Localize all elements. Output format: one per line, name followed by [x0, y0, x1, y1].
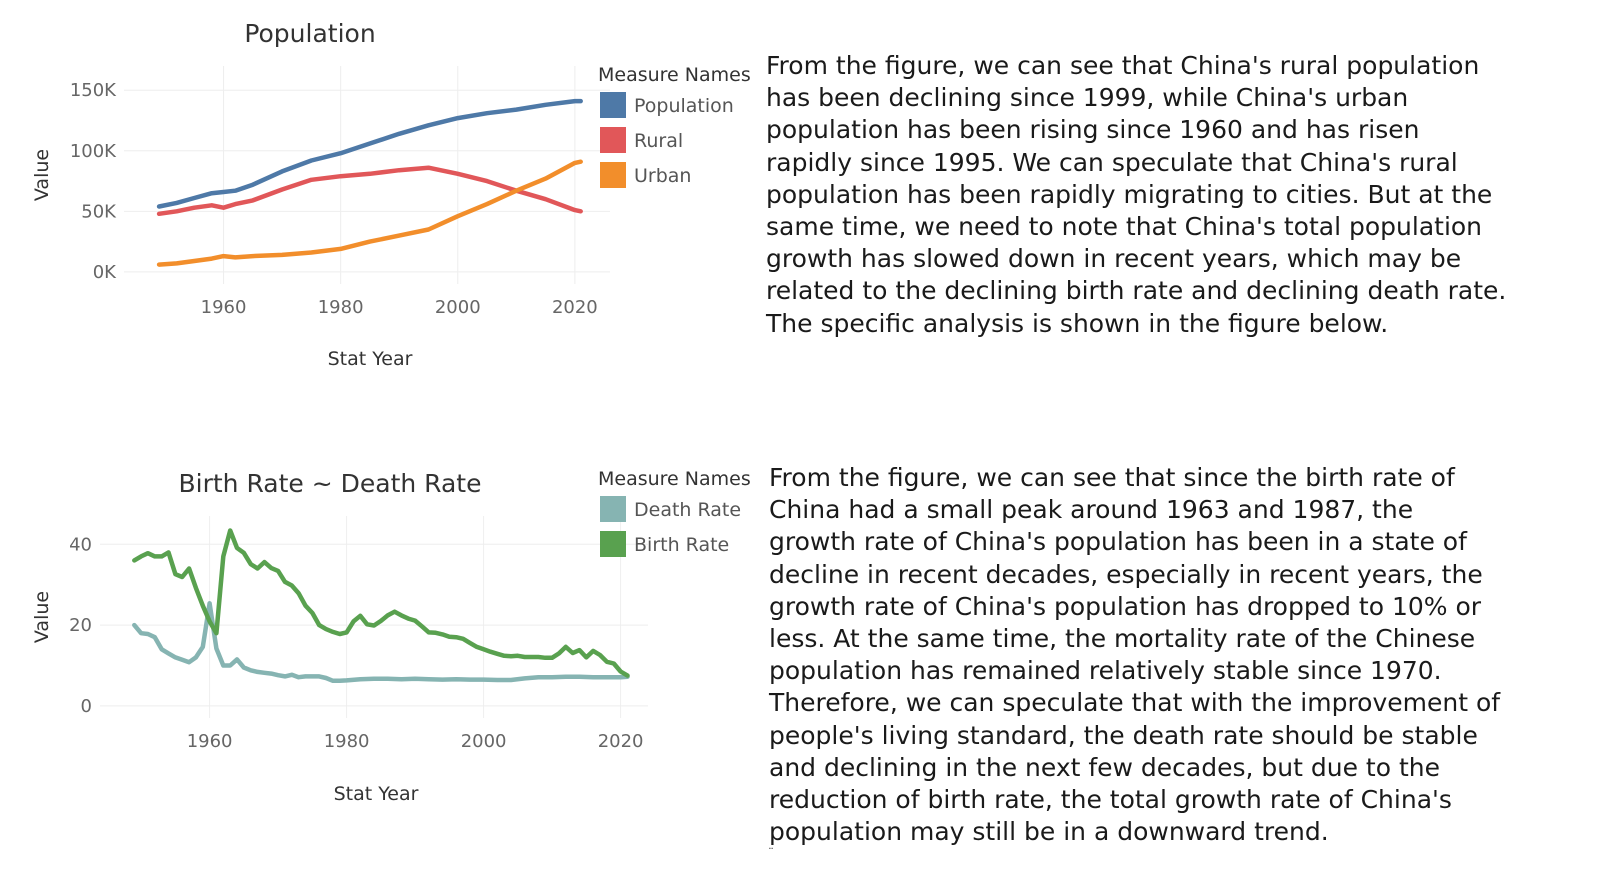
population-analysis-text: From the figure, we can see that China's… — [766, 51, 1507, 338]
y-tick-label: 100K — [70, 141, 117, 162]
legend-items: Death Rate Birth Rate — [600, 496, 741, 557]
legend: Measure Names Population Rural Urban — [598, 64, 751, 188]
x-tick-label: 1960 — [201, 297, 247, 318]
x-tick-label: 1980 — [324, 731, 370, 752]
gridlines — [100, 516, 648, 718]
y-tick-label: 20 — [69, 615, 92, 636]
series-lines — [132, 528, 630, 684]
legend-label: Urban — [634, 165, 691, 187]
x-tick-label: 1960 — [187, 731, 233, 752]
x-tick-label: 2000 — [435, 297, 481, 318]
y-tick-label: 150K — [70, 80, 117, 101]
legend-label: Rural — [634, 130, 683, 152]
x-tick-label: 2020 — [598, 731, 644, 752]
legend-swatch — [600, 162, 626, 188]
x-axis-label: Stat Year — [328, 348, 413, 370]
x-axis-ticks: 1960 1980 2000 2020 — [187, 731, 644, 752]
legend-swatch — [600, 127, 626, 153]
chart-title: Birth Rate ~ Death Rate — [178, 469, 481, 498]
y-tick-label: 50K — [81, 201, 117, 222]
legend: Measure Names Death Rate Birth Rate — [598, 468, 751, 557]
y-axis-label: Value — [31, 591, 53, 643]
footnote-mark: ¨ — [768, 846, 774, 860]
y-tick-label: 0K — [93, 262, 117, 283]
birth-rate-line — [132, 528, 630, 678]
y-axis-ticks: 0 20 40 — [69, 534, 92, 717]
legend-swatch — [600, 92, 626, 118]
y-axis-label: Value — [31, 149, 53, 201]
birth-death-rate-chart: Birth Rate ~ Death Rate 0 20 40 1960 1980 20… — [31, 468, 751, 805]
x-axis-ticks: 1960 1980 2000 2020 — [201, 297, 598, 318]
y-tick-label: 40 — [69, 534, 92, 555]
legend-title: Measure Names — [598, 64, 751, 86]
population-line — [156, 98, 583, 209]
y-axis-ticks: 0K 50K 100K 150K — [70, 80, 117, 283]
x-tick-label: 2000 — [461, 731, 507, 752]
chart-title: Population — [244, 19, 375, 48]
x-tick-label: 2020 — [552, 297, 598, 318]
y-tick-label: 0 — [81, 696, 92, 717]
series-lines — [156, 98, 583, 267]
legend-label: Population — [634, 95, 734, 117]
birth-death-analysis-text: From the figure, we can see that since t… — [769, 463, 1501, 847]
legend-swatch — [600, 531, 626, 557]
legend-swatch — [600, 496, 626, 522]
x-axis-label: Stat Year — [334, 783, 419, 805]
legend-items: Population Rural Urban — [600, 92, 734, 188]
death-rate-line — [132, 601, 630, 684]
x-tick-label: 1980 — [318, 297, 364, 318]
population-chart: Population 0K 50K 100K 150K 1960 1980 2000 202… — [31, 19, 751, 370]
urban-line — [156, 159, 583, 267]
legend-label: Birth Rate — [634, 534, 729, 556]
legend-label: Death Rate — [634, 499, 741, 521]
legend-title: Measure Names — [598, 468, 751, 490]
